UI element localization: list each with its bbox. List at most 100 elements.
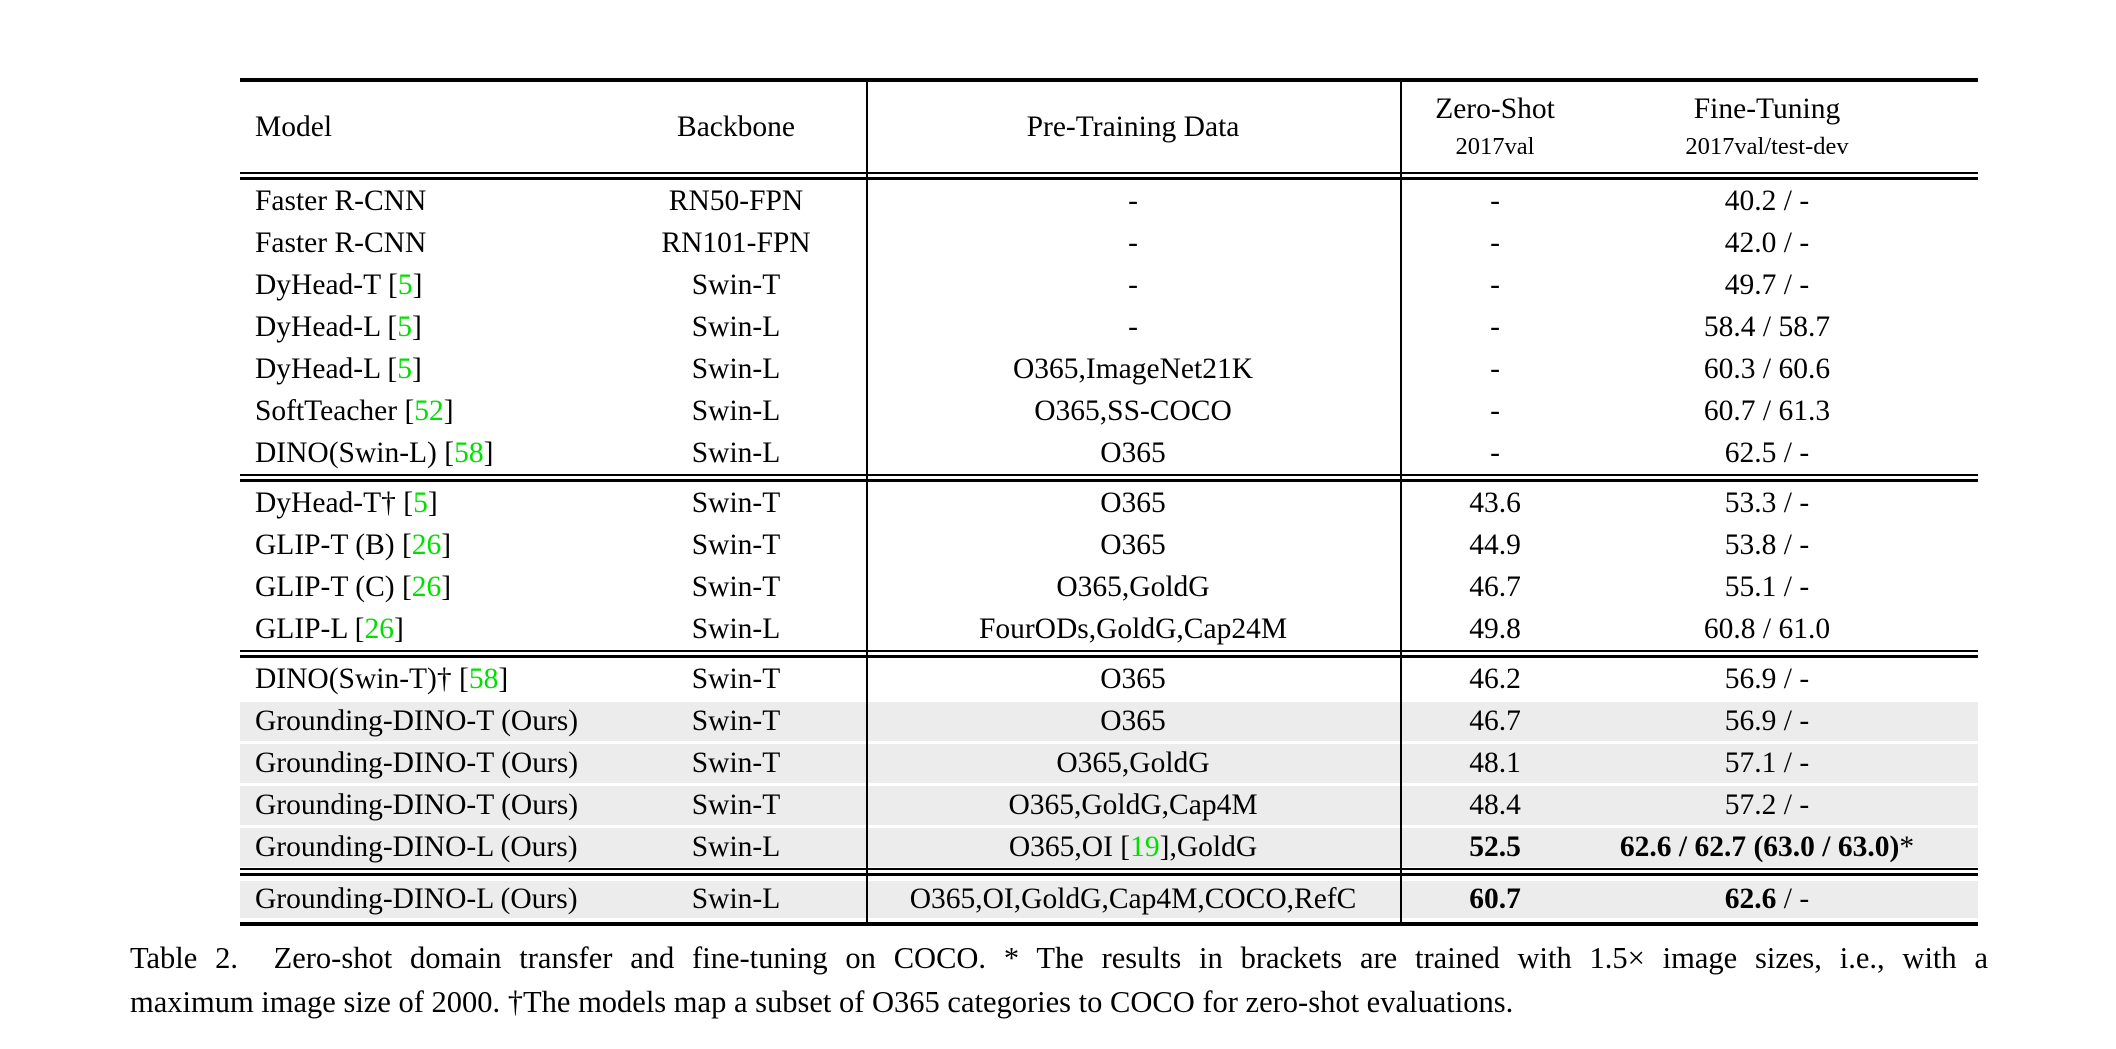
citation-link[interactable]: 5: [397, 352, 412, 385]
finetune-cell: 57.1 / -: [1724, 746, 1810, 779]
backbone-cell: Swin-T: [691, 486, 781, 519]
backbone-cell: Swin-T: [691, 662, 781, 695]
pretrain-cell: O365: [1100, 486, 1166, 519]
pretrain-cell: O365: [1100, 662, 1166, 695]
pretrain-cell: O365,OI [19],GoldG: [1008, 830, 1258, 863]
table-row: DINO(Swin-T)† [58] Swin-T O365 46.2 56.9…: [240, 658, 1978, 700]
finetune-cell: 53.8 / -: [1724, 528, 1810, 561]
table-row: Grounding-DINO-L (Ours) Swin-L O365,OI […: [240, 826, 1978, 868]
finetune-cell: 62.6 / -: [1724, 882, 1810, 915]
table-header-row: Model Backbone Pre-Training Data Zero-Sh…: [240, 82, 1978, 172]
model-cell: DyHead-L [5]: [255, 352, 422, 385]
model-cell: SoftTeacher [52]: [255, 394, 454, 427]
backbone-cell: Swin-T: [691, 704, 781, 737]
table-row: DyHead-L [5] Swin-L O365,ImageNet21K - 6…: [240, 348, 1978, 390]
table-row: DINO(Swin-L) [58] Swin-L O365 - 62.5 / -: [240, 432, 1978, 474]
table-row: Grounding-DINO-L (Ours) Swin-L O365,OI,G…: [240, 879, 1978, 919]
column-header-model: Model: [255, 110, 333, 143]
column-header-finetune: Fine-Tuning 2017val/test-dev: [1590, 93, 1978, 161]
pretrain-cell: O365,OI,GoldG,Cap4M,COCO,RefC: [909, 882, 1357, 915]
pretrain-cell: -: [1128, 226, 1138, 259]
citation-link[interactable]: 52: [414, 394, 444, 427]
zeroshot-cell: -: [1490, 352, 1500, 385]
finetune-cell: 56.9 / -: [1724, 704, 1810, 737]
table-row: Grounding-DINO-T (Ours) Swin-T O365,Gold…: [240, 742, 1978, 784]
pretrain-cell: -: [1128, 310, 1138, 343]
finetune-cell: 49.7 / -: [1724, 268, 1810, 301]
table-section-zeroshot-baselines: DyHead-T† [5] Swin-T O365 43.6 53.3 / - …: [240, 482, 1978, 650]
table-row: Faster R-CNN RN101-FPN - - 42.0 / -: [240, 222, 1978, 264]
table-rule-section: [240, 650, 1978, 658]
column-header-finetune-title: Fine-Tuning: [1693, 93, 1841, 125]
model-cell: GLIP-L [26]: [255, 612, 404, 645]
table-rule-header: [240, 172, 1978, 180]
backbone-cell: Swin-T: [691, 528, 781, 561]
table-row: DyHead-T [5] Swin-T - - 49.7 / -: [240, 264, 1978, 306]
zeroshot-cell: 49.8: [1469, 612, 1521, 645]
zeroshot-cell: 46.7: [1469, 570, 1521, 603]
model-cell: Grounding-DINO-T (Ours): [255, 788, 579, 821]
finetune-cell: 58.4 / 58.7: [1703, 310, 1831, 343]
column-header-zeroshot: Zero-Shot 2017val: [1400, 93, 1590, 161]
citation-link[interactable]: 26: [411, 570, 442, 603]
zeroshot-cell: 46.2: [1469, 662, 1521, 695]
table-row: GLIP-T (C) [26] Swin-T O365,GoldG 46.7 5…: [240, 566, 1978, 608]
table-caption: Table 2. Zero-shot domain transfer and f…: [130, 936, 1988, 1024]
model-cell: Faster R-CNN: [255, 184, 427, 217]
column-header-finetune-sub: 2017val/test-dev: [1685, 133, 1849, 160]
finetune-cell: 60.3 / 60.6: [1703, 352, 1831, 385]
backbone-cell: Swin-L: [691, 394, 781, 427]
citation-link[interactable]: 58: [468, 662, 499, 695]
pretrain-cell: FourODs,GoldG,Cap24M: [978, 612, 1288, 645]
zeroshot-cell: -: [1490, 184, 1500, 217]
column-header-zeroshot-sub: 2017val: [1455, 133, 1535, 160]
table-rule-bottom: [240, 922, 1978, 926]
model-cell: Grounding-DINO-L (Ours): [255, 830, 578, 863]
column-header-backbone: Backbone: [677, 110, 795, 143]
pretrain-cell: O365,SS-COCO: [1034, 394, 1232, 427]
finetune-cell: 60.7 / 61.3: [1703, 394, 1831, 427]
citation-link[interactable]: 5: [397, 268, 413, 301]
finetune-cell: 42.0 / -: [1724, 226, 1810, 259]
model-cell: GLIP-T (B) [26]: [255, 528, 452, 561]
column-divider: [1400, 82, 1402, 922]
model-cell: Grounding-DINO-T (Ours): [255, 704, 579, 737]
table-row: Grounding-DINO-T (Ours) Swin-T O365 46.7…: [240, 700, 1978, 742]
zeroshot-cell: -: [1490, 226, 1500, 259]
finetune-cell: 57.2 / -: [1724, 788, 1810, 821]
pretrain-cell: O365,ImageNet21K: [1012, 352, 1254, 385]
caption-line-1: Table 2. Zero-shot domain transfer and f…: [130, 941, 1988, 975]
backbone-cell: Swin-T: [691, 788, 781, 821]
results-table: Model Backbone Pre-Training Data Zero-Sh…: [240, 78, 1978, 926]
backbone-cell: Swin-T: [691, 570, 781, 603]
pretrain-cell: O365,GoldG: [1056, 746, 1210, 779]
table-row: Grounding-DINO-T (Ours) Swin-T O365,Gold…: [240, 784, 1978, 826]
citation-link[interactable]: 19: [1130, 830, 1160, 863]
zeroshot-cell: -: [1490, 436, 1500, 469]
model-cell: DyHead-T† [5]: [255, 486, 438, 519]
citation-link[interactable]: 26: [364, 612, 395, 645]
table-rule-section: [240, 474, 1978, 482]
table-rule-section: [240, 868, 1978, 876]
model-cell: Faster R-CNN: [255, 226, 427, 259]
citation-link[interactable]: 58: [454, 436, 484, 469]
finetune-cell: 62.6 / 62.7 (63.0 / 63.0)*: [1619, 830, 1915, 863]
finetune-cell: 62.5 / -: [1724, 436, 1810, 469]
table-row: GLIP-L [26] Swin-L FourODs,GoldG,Cap24M …: [240, 608, 1978, 650]
backbone-cell: Swin-L: [691, 882, 781, 915]
table-row: GLIP-T (B) [26] Swin-T O365 44.9 53.8 / …: [240, 524, 1978, 566]
citation-link[interactable]: 5: [413, 486, 428, 519]
backbone-cell: RN50-FPN: [668, 184, 804, 217]
citation-link[interactable]: 26: [411, 528, 442, 561]
pretrain-cell: O365: [1100, 704, 1166, 737]
table-row: DyHead-L [5] Swin-L - - 58.4 / 58.7: [240, 306, 1978, 348]
backbone-cell: Swin-L: [691, 352, 781, 385]
zeroshot-cell: -: [1490, 268, 1500, 301]
table-section-grounding-dino: DINO(Swin-T)† [58] Swin-T O365 46.2 56.9…: [240, 658, 1978, 868]
caption-line-2: maximum image size of 2000. †The models …: [130, 985, 1514, 1020]
citation-link[interactable]: 5: [397, 310, 412, 343]
finetune-cell: 40.2 / -: [1724, 184, 1810, 217]
table-section-final: Grounding-DINO-L (Ours) Swin-L O365,OI,G…: [240, 876, 1978, 922]
finetune-cell: 55.1 / -: [1724, 570, 1810, 603]
